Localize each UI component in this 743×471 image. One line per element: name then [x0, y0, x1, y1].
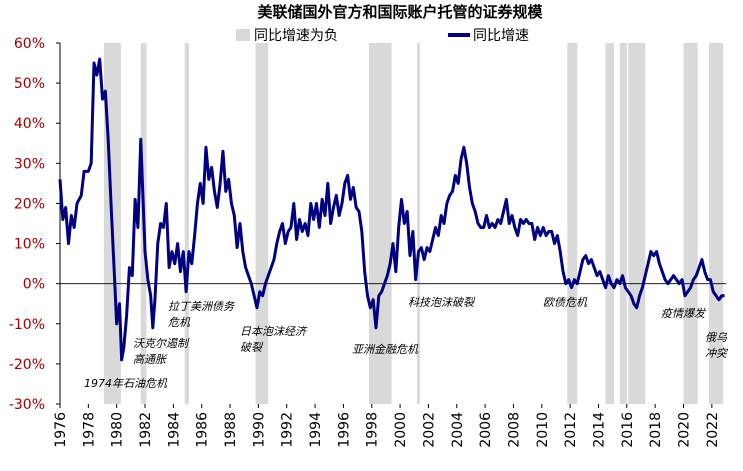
annotation: 科技泡沫破裂 [408, 296, 476, 309]
x-tick-label: 2004 [450, 412, 466, 448]
y-tick-label: 10% [14, 237, 45, 253]
x-tick-label: 2002 [421, 412, 437, 448]
data-line [58, 57, 725, 362]
x-tick-label: 2016 [620, 412, 636, 448]
x-tick-label: 2014 [591, 412, 607, 448]
annotation: 日本泡沫经济 [240, 325, 308, 338]
x-tick-label: 1994 [308, 412, 324, 448]
annotation: 高通胀 [133, 353, 168, 366]
shaded-period [255, 43, 269, 404]
y-tick-label: -30% [9, 397, 45, 413]
annotation: 亚洲金融危机 [352, 343, 419, 356]
x-tick-label: 1984 [166, 412, 182, 448]
annotation: 俄乌 [705, 331, 728, 344]
annotation: 拉丁美洲债务 [168, 300, 235, 313]
y-tick-label: 60% [14, 36, 45, 52]
shaded-period [184, 43, 189, 404]
legend-label: 同比增速为负 [254, 28, 338, 44]
legend-swatch [236, 29, 250, 41]
y-tick-label: 30% [14, 156, 45, 172]
x-tick-label: 1992 [280, 412, 296, 448]
shaded-period [417, 43, 420, 404]
x-tick-label: 2012 [563, 412, 579, 448]
x-tick-label: 1996 [336, 412, 352, 448]
shaded-period [683, 43, 698, 404]
legend-label: 同比增速 [473, 28, 529, 44]
y-tick-label: 50% [14, 76, 45, 92]
y-tick-label: 20% [14, 196, 45, 212]
x-tick-label: 2000 [393, 412, 409, 448]
x-tick-label: 1978 [81, 412, 97, 448]
annotation: 危机 [168, 316, 191, 329]
annotation: 破裂 [240, 341, 264, 354]
x-tick-label: 2006 [478, 412, 494, 448]
shaded-period [567, 43, 578, 404]
x-tick-label: 1982 [138, 412, 154, 448]
shaded-period [619, 43, 627, 404]
annotation: 欧债危机 [543, 296, 588, 309]
x-tick-label: 2010 [535, 412, 551, 448]
annotation: 沃克尔遏制 [133, 337, 190, 350]
x-tick-label: 2020 [676, 412, 692, 448]
x-tick-label: 2008 [506, 412, 522, 448]
annotation: 疫情爆发 [661, 307, 706, 320]
x-tick-label: 1976 [53, 412, 69, 448]
shaded-period [708, 43, 724, 404]
x-tick-label: 1986 [195, 412, 211, 448]
chart-title: 美联储国外官方和国际账户托管的证券规模 [257, 3, 543, 21]
annotation: 1974年石油危机 [84, 377, 168, 390]
x-tick-label: 2018 [648, 412, 664, 448]
y-tick-label: 0% [23, 277, 45, 293]
shaded-period [628, 43, 646, 404]
annotation: 冲突 [705, 347, 729, 360]
y-tick-label: -10% [9, 317, 45, 333]
shaded-period [605, 43, 615, 404]
x-tick-label: 1988 [223, 412, 239, 448]
x-tick-label: 2022 [705, 412, 721, 448]
x-tick-label: 1990 [251, 412, 267, 448]
y-tick-label: -20% [9, 357, 45, 373]
x-tick-label: 1980 [110, 412, 126, 448]
x-tick-label: 1998 [365, 412, 381, 448]
y-tick-label: 40% [14, 116, 45, 132]
